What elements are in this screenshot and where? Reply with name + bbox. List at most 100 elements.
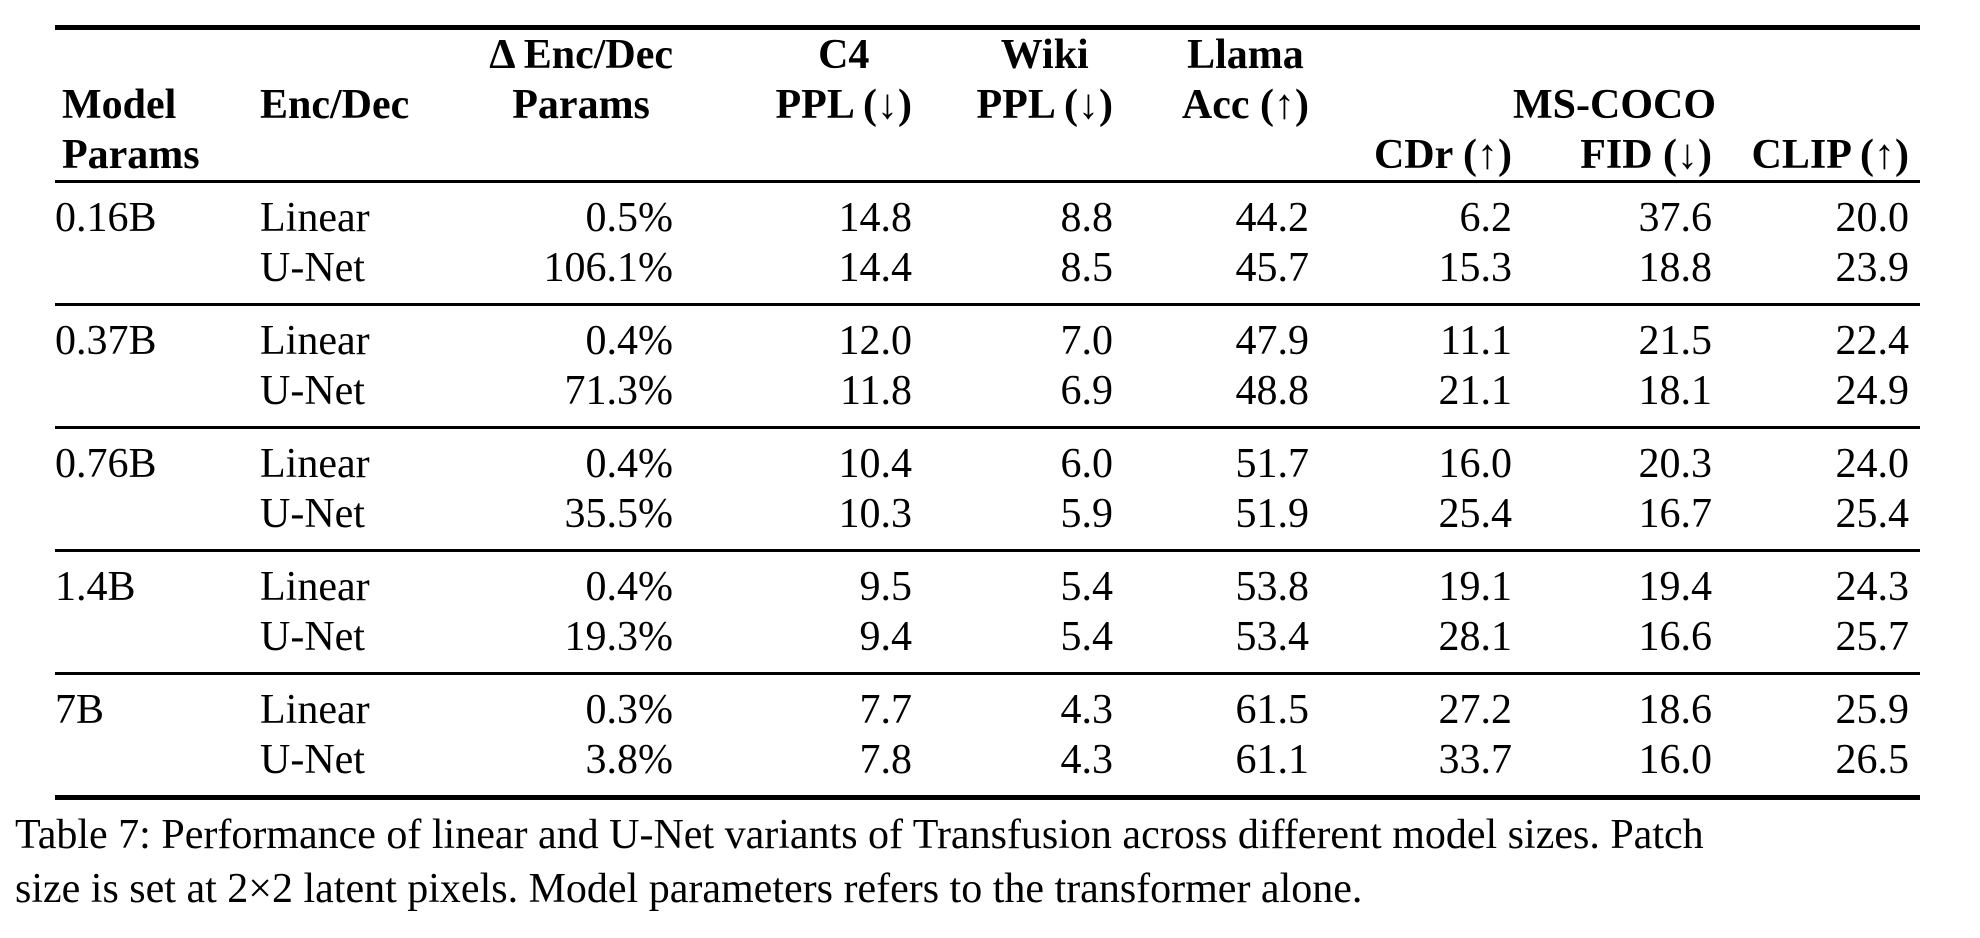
header-delta-params-block: Δ Enc/Dec Params (489, 30, 673, 130)
cell-value: 7.7 (859, 687, 913, 733)
table-row: 0.76B Linear 0.4% 10.4 6.0 51.7 16.0 20.3 24.0 (55, 428, 1920, 490)
header-cdr: CDr (↑) (1373, 132, 1512, 178)
cell-model-params: 1.4B (55, 564, 136, 610)
header-row-sub: CDr (↑) FID (↓) CLIP (↑) (55, 130, 1920, 182)
header-llama-block: Llama Acc (↑) (1182, 30, 1309, 130)
cell-value: 25.9 (1835, 687, 1910, 733)
results-table: Model Params Enc/Dec Δ Enc/Dec Params C4… (55, 25, 1921, 800)
cell-value: 10.4 (838, 441, 913, 487)
cell-value: 18.6 (1638, 687, 1713, 733)
cell-value: 24.3 (1835, 564, 1910, 610)
header-row-top: Model Params Enc/Dec Δ Enc/Dec Params C4… (55, 28, 1920, 178)
cell-value: 5.9 (1060, 491, 1114, 537)
cell-value: 33.7 (1438, 737, 1513, 783)
header-wiki-block: Wiki PPL (↓) (977, 30, 1113, 130)
cell-enc-dec: Linear (260, 195, 370, 241)
header-delta-line2: Params (512, 82, 650, 128)
model-size-group: 0.16B Linear 0.5% 14.8 8.8 44.2 6.2 37.6 20.0 U-N… (55, 182, 1921, 305)
cell-value: 28.1 (1438, 614, 1513, 660)
header-c4-block: C4 PPL (↓) (776, 30, 912, 130)
cell-value: 106.1% (543, 245, 674, 291)
cell-value: 0.4% (585, 318, 674, 364)
cell-value: 53.8 (1235, 564, 1310, 610)
cell-value: 3.8% (585, 737, 674, 783)
cell-value: 21.1 (1438, 368, 1513, 414)
cell-value: 6.9 (1060, 368, 1114, 414)
cell-value: 9.4 (859, 614, 913, 660)
table-row: 7B Linear 0.3% 7.7 4.3 61.5 27.2 18.6 25.9 (55, 674, 1920, 736)
header-model-params-line1: Model (62, 82, 177, 128)
cell-value: 61.1 (1235, 737, 1310, 783)
header-clip: CLIP (↑) (1751, 132, 1910, 178)
cell-value: 6.2 (1459, 195, 1513, 241)
cell-value: 7.0 (1060, 318, 1114, 364)
table-row: 1.4B Linear 0.4% 9.5 5.4 53.8 19.1 19.4 24.3 (55, 551, 1920, 613)
table-row: U-Net 3.8% 7.8 4.3 61.1 33.7 16.0 26.5 (55, 735, 1920, 798)
cell-value: 51.9 (1235, 491, 1310, 537)
cell-enc-dec: U-Net (260, 614, 365, 660)
cell-value: 9.5 (859, 564, 913, 610)
cell-value: 26.5 (1835, 737, 1910, 783)
cell-value: 20.0 (1835, 195, 1910, 241)
table-header: Model Params Enc/Dec Δ Enc/Dec Params C4… (55, 28, 1921, 182)
cell-value: 25.7 (1835, 614, 1910, 660)
cell-value: 7.8 (859, 737, 913, 783)
model-size-group: 0.37B Linear 0.4% 12.0 7.0 47.9 11.1 21.5 22.4 U-… (55, 305, 1921, 428)
cell-enc-dec: U-Net (260, 245, 365, 291)
cell-value: 0.5% (585, 195, 674, 241)
table-row: 0.37B Linear 0.4% 12.0 7.0 47.9 11.1 21.5 22.4 (55, 305, 1920, 367)
cell-value: 16.7 (1638, 491, 1713, 537)
cell-value: 25.4 (1835, 491, 1910, 537)
cell-enc-dec: Linear (260, 441, 370, 487)
cell-value: 19.3% (564, 614, 674, 660)
header-wiki-ppl: Wiki PPL (↓) (912, 28, 1113, 182)
cell-value: 11.8 (840, 368, 912, 414)
header-wiki-line2: PPL (↓) (976, 82, 1113, 128)
cell-enc-dec: U-Net (260, 737, 365, 783)
cell-value: 11.1 (1440, 318, 1512, 364)
cell-value: 4.3 (1060, 737, 1114, 783)
cell-enc-dec: Linear (260, 564, 370, 610)
cell-value: 16.0 (1438, 441, 1513, 487)
cell-value: 14.8 (838, 195, 913, 241)
cell-value: 16.0 (1638, 737, 1713, 783)
cell-value: 71.3% (564, 368, 674, 414)
table-row: U-Net 71.3% 11.8 6.9 48.8 21.1 18.1 24.9 (55, 366, 1920, 428)
cell-value: 44.2 (1235, 195, 1310, 241)
table-row: 0.16B Linear 0.5% 14.8 8.8 44.2 6.2 37.6 20.0 (55, 182, 1920, 244)
caption-line2: size is set at 2×2 latent pixels. Model … (15, 866, 1363, 912)
cell-value: 53.4 (1235, 614, 1310, 660)
cell-value: 21.5 (1638, 318, 1713, 364)
header-c4-ppl: C4 PPL (↓) (673, 28, 912, 182)
cell-value: 8.8 (1060, 195, 1114, 241)
cell-value: 23.9 (1835, 245, 1910, 291)
header-enc-dec: Enc/Dec (260, 28, 455, 182)
cell-value: 8.5 (1060, 245, 1114, 291)
cell-value: 6.0 (1060, 441, 1114, 487)
table-row: U-Net 106.1% 14.4 8.5 45.7 15.3 18.8 23.9 (55, 243, 1920, 305)
cell-value: 19.1 (1438, 564, 1513, 610)
model-size-group: 7B Linear 0.3% 7.7 4.3 61.5 27.2 18.6 25.9 U-Net 3… (55, 674, 1921, 798)
cell-value: 4.3 (1060, 687, 1114, 733)
cell-value: 12.0 (838, 318, 913, 364)
cell-value: 15.3 (1438, 245, 1513, 291)
cell-value: 0.4% (585, 564, 674, 610)
header-enc-dec-label: Enc/Dec (260, 82, 410, 128)
cell-value: 24.9 (1835, 368, 1910, 414)
cell-value: 5.4 (1060, 564, 1114, 610)
header-delta-line1: Δ Enc/Dec (489, 32, 673, 78)
cell-value: 20.3 (1638, 441, 1713, 487)
cell-value: 0.4% (585, 441, 674, 487)
header-llama-line1: Llama (1187, 32, 1304, 78)
cell-value: 24.0 (1835, 441, 1910, 487)
cell-value: 18.1 (1638, 368, 1713, 414)
model-size-group: 0.76B Linear 0.4% 10.4 6.0 51.7 16.0 20.3 24.0 U-… (55, 428, 1921, 551)
cell-model-params: 7B (55, 687, 105, 733)
caption-line1: Table 7: Performance of linear and U-Net… (15, 812, 1704, 858)
header-mscoco-label: MS-COCO (1513, 82, 1717, 128)
cell-model-params: 0.37B (55, 318, 157, 364)
cell-value: 0.3% (585, 687, 674, 733)
cell-enc-dec: U-Net (260, 491, 365, 537)
cell-value: 10.3 (838, 491, 913, 537)
